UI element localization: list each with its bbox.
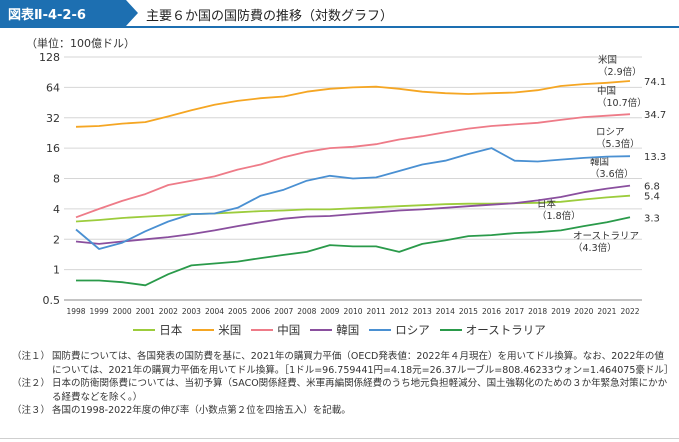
x-tick-label: 2010 bbox=[343, 307, 362, 316]
bottom-rule bbox=[0, 438, 679, 439]
legend-label: ロシア bbox=[395, 323, 430, 337]
y-axis-unit-label: （単位：100億ドル） bbox=[26, 37, 135, 50]
series-line-korea bbox=[75, 184, 631, 245]
series-annotation: （3.6倍） bbox=[590, 168, 634, 180]
series-annotation: （5.3倍） bbox=[596, 138, 640, 150]
legend-item-australia: オーストラリア bbox=[439, 322, 546, 338]
x-tick-label: 2001 bbox=[136, 307, 155, 316]
legend-item-japan: 日本 bbox=[133, 322, 182, 338]
footnote-label: （注３） bbox=[12, 405, 51, 416]
series-annotation: 日本 bbox=[537, 198, 557, 210]
legend-label: オーストラリア bbox=[465, 323, 546, 337]
series-annotation: （2.9倍） bbox=[598, 66, 642, 78]
x-tick-label: 2019 bbox=[551, 307, 570, 316]
footnote-label: （注１） bbox=[12, 351, 51, 362]
legend-swatch bbox=[369, 329, 392, 331]
footnotes: （注１） 国防費については、各国発表の国防費を基に、2021年の購買力平価（OE… bbox=[12, 350, 674, 418]
y-tick-label: 4 bbox=[53, 203, 60, 216]
footnote: （注２） 日本の防衛関係費については、当初予算（SACO関係経費、米軍再編関係経… bbox=[12, 377, 672, 404]
series-annotation: オーストラリア bbox=[573, 231, 639, 242]
series-annotation: 韓国 bbox=[590, 157, 609, 168]
x-tick-label: 2002 bbox=[159, 307, 178, 316]
legend-item-korea: 韓国 bbox=[310, 322, 359, 338]
end-value-label: 13.3 bbox=[644, 152, 666, 163]
x-tick-label: 2016 bbox=[482, 307, 501, 316]
series-annotation: （4.3倍） bbox=[573, 242, 617, 254]
x-tick-label: 2009 bbox=[320, 307, 339, 316]
y-tick-label: 16 bbox=[46, 142, 60, 155]
series-line-japan bbox=[75, 194, 631, 223]
x-tick-label: 2007 bbox=[274, 307, 293, 316]
legend-label: 中国 bbox=[277, 323, 301, 337]
y-tick-label: 32 bbox=[46, 112, 60, 125]
x-tick-label: 2014 bbox=[436, 307, 455, 316]
figure-title: 主要６か国の国防費の推移（対数グラフ） bbox=[146, 9, 394, 24]
series-annotation: 中国 bbox=[597, 85, 616, 97]
footnote-text: 日本の防衛関係費については、当初予算（SACO関係経費、米軍再編関係経費のうち地… bbox=[52, 378, 668, 403]
defense-spending-line-chart: 0.5 1 2 4 8 16 32 64 128 1998 1999 2000 2001 2002 2003… bbox=[39, 51, 666, 316]
series-annotation: （10.7倍） bbox=[597, 97, 647, 109]
end-value-label: 6.8 bbox=[644, 182, 660, 193]
y-tick-label: 0.5 bbox=[43, 294, 61, 307]
x-tick-label: 2011 bbox=[367, 307, 386, 316]
x-tick-label: 2017 bbox=[505, 307, 524, 316]
legend-item-china: 中国 bbox=[251, 322, 300, 338]
series-annotation: 米国 bbox=[598, 54, 617, 66]
series-annotation: ロシア bbox=[596, 127, 625, 138]
footnote-label: （注２） bbox=[12, 378, 51, 389]
y-tick-label: 2 bbox=[53, 233, 60, 246]
x-tick-label: 2015 bbox=[459, 307, 478, 316]
footnote-text: 各国の1998-2022年度の伸び率（小数点第２位を四捨五入）を記載。 bbox=[52, 405, 351, 416]
legend-label: 韓国 bbox=[336, 323, 360, 337]
legend-swatch bbox=[192, 329, 215, 331]
x-tick-label: 2004 bbox=[205, 307, 224, 316]
footnote: （注１） 国防費については、各国発表の国防費を基に、2021年の購買力平価（OE… bbox=[12, 350, 674, 377]
y-tick-label: 64 bbox=[46, 81, 60, 94]
legend-label: 日本 bbox=[159, 323, 183, 337]
y-tick-label: 8 bbox=[53, 173, 60, 186]
x-tick-label: 2018 bbox=[528, 307, 547, 316]
x-tick-label: 2012 bbox=[390, 307, 409, 316]
figure-number: 図表Ⅱ-4-2-6 bbox=[8, 8, 86, 23]
legend-label: 米国 bbox=[218, 323, 242, 337]
end-value-label: 74.1 bbox=[644, 77, 666, 88]
legend-item-usa: 米国 bbox=[192, 322, 241, 338]
series-line-russia bbox=[75, 147, 631, 250]
chart-legend: 日本 米国 中国 韓国 ロシア オーストラリア bbox=[0, 322, 679, 338]
x-tick-label: 2022 bbox=[620, 307, 639, 316]
series-line-usa bbox=[75, 80, 631, 128]
y-tick-label: 1 bbox=[53, 264, 60, 277]
legend-swatch bbox=[439, 329, 462, 331]
figure-header: 図表Ⅱ-4-2-6 主要６か国の国防費の推移（対数グラフ） bbox=[0, 0, 679, 26]
footnote: （注３） 各国の1998-2022年度の伸び率（小数点第２位を四捨五入）を記載。 bbox=[12, 404, 672, 418]
footnote-text: 国防費については、各国発表の国防費を基に、2021年の購買力平価（OECD発表値… bbox=[52, 351, 674, 376]
x-tick-label: 2020 bbox=[574, 307, 593, 316]
x-tick-label: 2006 bbox=[251, 307, 270, 316]
header-rule bbox=[0, 26, 679, 28]
end-value-label: 5.4 bbox=[644, 192, 660, 203]
legend-item-russia: ロシア bbox=[369, 322, 430, 338]
x-tick-label: 2003 bbox=[182, 307, 201, 316]
figure-number-tab: 図表Ⅱ-4-2-6 bbox=[0, 0, 138, 26]
x-tick-label: 2000 bbox=[113, 307, 132, 316]
x-tick-label: 2013 bbox=[413, 307, 432, 316]
legend-swatch bbox=[251, 329, 274, 331]
end-value-label: 3.3 bbox=[644, 213, 660, 224]
end-value-label: 34.7 bbox=[644, 110, 666, 121]
series-line-china bbox=[75, 113, 631, 219]
legend-swatch bbox=[310, 329, 333, 331]
x-tick-label: 2005 bbox=[228, 307, 247, 316]
series-annotation: （1.8倍） bbox=[537, 210, 581, 222]
x-tick-label: 2021 bbox=[597, 307, 616, 316]
x-tick-label: 1998 bbox=[66, 307, 85, 316]
y-tick-label: 128 bbox=[39, 51, 60, 64]
legend-swatch bbox=[133, 329, 156, 331]
series-line-australia bbox=[76, 216, 631, 287]
x-tick-label: 1999 bbox=[90, 307, 109, 316]
x-tick-label: 2008 bbox=[297, 307, 316, 316]
